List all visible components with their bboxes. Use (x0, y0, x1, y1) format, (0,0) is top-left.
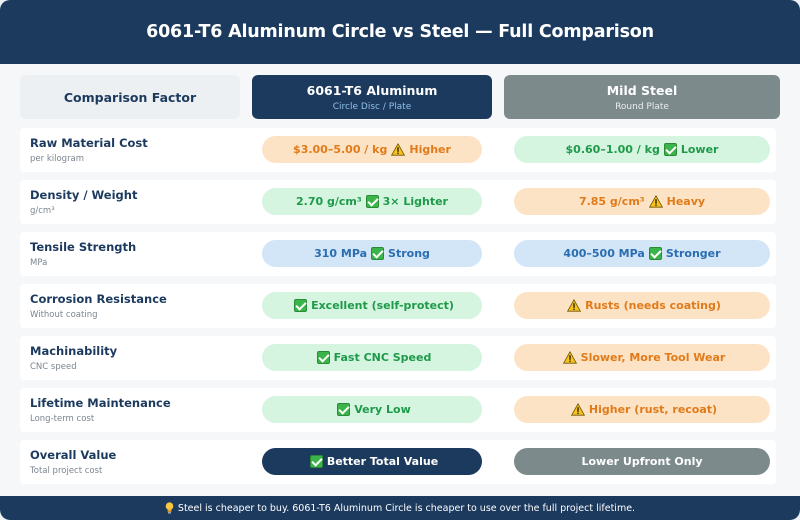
steel-value-note: Heavy (666, 195, 706, 208)
table-row: Raw Material Cost per kilogram $3.00–5.00 … (20, 128, 776, 172)
aluminum-value-note: Very Low (354, 403, 411, 416)
title-bar: 6061-T6 Aluminum Circle vs Steel — Full … (0, 0, 800, 64)
row-unit: per kilogram (30, 154, 85, 164)
aluminum-value-text: 310 MPa (314, 247, 368, 260)
check-icon (337, 403, 351, 416)
row-name: Overall Value (30, 448, 117, 462)
steel-value-pill: $0.60–1.00 / kg Lower (514, 136, 770, 163)
steel-value-note: Rusts (needs coating) (585, 299, 721, 312)
lightbulb-icon (165, 502, 174, 514)
row-unit: Long-term cost (30, 414, 95, 424)
aluminum-value-note: Better Total Value (326, 455, 439, 468)
header-steel: Mild Steel Round Plate (504, 75, 780, 119)
aluminum-value-text: 2.70 g/cm³ (295, 195, 362, 208)
check-icon (316, 351, 330, 364)
row-label: Density / Weight g/cm³ (30, 188, 137, 216)
footer-text: Steel is cheaper to buy. 6061-T6 Aluminu… (177, 502, 636, 514)
steel-value-note: Slower, More Tool Wear (580, 351, 726, 364)
table-row: Tensile Strength MPa 310 MPa Strong 400–500 … (20, 232, 776, 276)
row-label: Tensile Strength MPa (30, 240, 136, 268)
aluminum-value-note: Strong (388, 247, 430, 260)
table-row: Machinability CNC speed Fast CNC Speed Slow… (20, 336, 776, 380)
row-unit: Total project cost (30, 466, 103, 476)
table-row: Lifetime Maintenance Long-term cost Very L… (20, 388, 776, 432)
steel-value-pill: Higher (rust, recoat) (514, 396, 770, 423)
aluminum-value-pill: Excellent (self-protect) (262, 292, 482, 319)
row-label: Machinability CNC speed (30, 344, 117, 372)
warning-icon (648, 195, 663, 208)
header-aluminum-title: 6061-T6 Aluminum (306, 82, 438, 98)
row-name: Tensile Strength (30, 240, 137, 254)
aluminum-value-pill: $3.00–5.00 / kg Higher (262, 136, 482, 163)
row-name: Lifetime Maintenance (30, 396, 171, 410)
aluminum-value-pill: Better Total Value (262, 448, 482, 475)
check-icon (309, 455, 323, 468)
table-row: Density / Weight g/cm³ 2.70 g/cm³ 3× Lighte… (20, 180, 776, 224)
aluminum-value-pill: 310 MPa Strong (262, 240, 482, 267)
header-factor-label: Comparison Factor (63, 89, 197, 105)
steel-value-text: 7.85 g/cm³ (578, 195, 645, 208)
row-name: Density / Weight (30, 188, 138, 202)
steel-value-pill: Slower, More Tool Wear (514, 344, 770, 371)
row-unit: Without coating (30, 310, 98, 320)
check-icon (365, 195, 379, 208)
header-aluminum: 6061-T6 Aluminum Circle Disc / Plate (252, 75, 492, 119)
steel-value-note: Higher (rust, recoat) (588, 403, 718, 416)
row-unit: MPa (30, 258, 48, 268)
header-steel-subtitle: Round Plate (615, 101, 669, 112)
row-name: Corrosion Resistance (30, 292, 167, 306)
steel-value-pill: 400–500 MPa Stronger (514, 240, 770, 267)
header-comparison-factor: Comparison Factor (20, 75, 240, 119)
aluminum-value-note: Fast CNC Speed (333, 351, 432, 364)
row-name: Raw Material Cost (30, 136, 148, 150)
row-unit: g/cm³ (30, 206, 55, 216)
aluminum-value-text: $3.00–5.00 / kg (293, 143, 388, 156)
aluminum-value-note: 3× Lighter (382, 195, 448, 208)
aluminum-value-note: Higher (409, 143, 451, 156)
steel-value-note: Stronger (665, 247, 721, 260)
header-aluminum-subtitle: Circle Disc / Plate (332, 101, 412, 112)
row-label: Lifetime Maintenance Long-term cost (30, 396, 171, 424)
row-unit: CNC speed (30, 362, 77, 372)
page-title: 6061-T6 Aluminum Circle vs Steel — Full … (146, 22, 654, 42)
row-label: Corrosion Resistance Without coating (30, 292, 167, 320)
steel-value-text: $0.60–1.00 / kg (565, 143, 660, 156)
row-label: Overall Value Total project cost (30, 448, 116, 476)
row-label: Raw Material Cost per kilogram (30, 136, 148, 164)
steel-value-text: 400–500 MPa (563, 247, 645, 260)
row-name: Machinability (30, 344, 118, 358)
header-steel-title: Mild Steel (606, 82, 678, 98)
check-icon (294, 299, 308, 312)
aluminum-value-pill: Fast CNC Speed (262, 344, 482, 371)
table-row: Overall Value Total project cost Better To… (20, 440, 776, 484)
footer-note: Steel is cheaper to buy. 6061-T6 Aluminu… (0, 496, 800, 520)
aluminum-value-pill: 2.70 g/cm³ 3× Lighter (262, 188, 482, 215)
check-icon (371, 247, 385, 260)
steel-value-note: Lower Upfront Only (581, 455, 703, 468)
steel-value-pill: Rusts (needs coating) (514, 292, 770, 319)
warning-icon (570, 403, 585, 416)
steel-value-note: Lower (680, 143, 719, 156)
check-icon (663, 143, 677, 156)
steel-value-pill: 7.85 g/cm³ Heavy (514, 188, 770, 215)
check-icon (648, 247, 662, 260)
warning-icon (562, 351, 577, 364)
warning-icon (567, 299, 582, 312)
table-row: Corrosion Resistance Without coating Excel… (20, 284, 776, 328)
aluminum-value-pill: Very Low (262, 396, 482, 423)
steel-value-pill: Lower Upfront Only (514, 448, 770, 475)
warning-icon (391, 143, 406, 156)
aluminum-value-note: Excellent (self-protect) (311, 299, 454, 312)
